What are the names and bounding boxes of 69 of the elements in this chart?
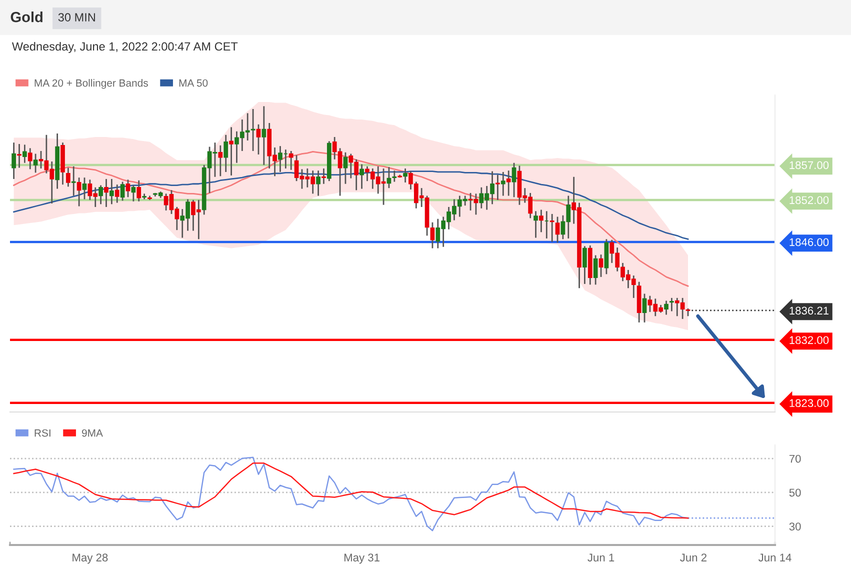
x-tick-label: Jun 14: [758, 554, 792, 562]
y-tick-label: 30: [789, 522, 801, 530]
chart-subtitle: 30 MIN: [58, 13, 95, 22]
x-tick-label: May 31: [344, 554, 380, 564]
candlestick: [82, 176, 87, 200]
line-series: [13, 462, 689, 519]
candlestick: [360, 164, 364, 190]
candlestick: [114, 184, 120, 204]
x-tick-label: Jun 2: [680, 554, 706, 562]
candlestick: [218, 144, 223, 177]
candlestick: [506, 170, 511, 196]
candlestick: [28, 147, 32, 170]
candlestick: [664, 300, 668, 316]
candlestick: [430, 222, 435, 249]
candlestick: [256, 124, 261, 156]
candlestick: [71, 166, 76, 196]
candlestick: [104, 178, 108, 208]
candlestick: [250, 108, 256, 152]
candlestick: [343, 152, 348, 185]
candlestick: [98, 184, 103, 205]
candlestick: [392, 170, 397, 182]
candlestick: [109, 178, 114, 205]
y-tick-label: 50: [789, 488, 801, 497]
candlestick: [500, 171, 506, 196]
candlestick: [593, 254, 598, 286]
candlestick: [403, 168, 408, 184]
candlestick: [229, 126, 234, 176]
candlestick: [386, 166, 392, 189]
candlestick: [76, 176, 82, 207]
candlestick: [512, 162, 516, 198]
line-series: [13, 150, 689, 287]
legend-label: 9MA: [82, 429, 103, 437]
candlestick: [22, 144, 27, 164]
candlestick: [224, 134, 228, 173]
candlestick: [12, 142, 16, 180]
candlestick: [136, 180, 142, 202]
candlestick: [120, 181, 125, 202]
candlestick: [539, 209, 544, 233]
y-tick-label: 1846.00: [790, 238, 829, 246]
candlestick: [582, 245, 587, 285]
candlestick: [534, 210, 538, 238]
candlestick: [33, 153, 38, 174]
y-tick-label: 1852.00: [790, 196, 829, 204]
y-tick-label: 1823.00: [790, 399, 829, 408]
legend-label: RSI: [34, 429, 50, 437]
y-tick-label: 1857.00: [790, 161, 829, 170]
candlestick: [288, 150, 294, 171]
text: Wednesday, June 1, 2022 2:00:47 AM CET: [12, 42, 238, 53]
y-tick-label: 1836.21: [790, 306, 829, 315]
candlestick: [550, 213, 554, 243]
x-tick-label: May 28: [72, 554, 108, 564]
candlestick: [316, 170, 320, 196]
candlestick: [496, 174, 500, 201]
candlestick: [670, 297, 674, 312]
candlestick: [131, 184, 136, 202]
candlestick: [126, 178, 130, 198]
candlestick: [322, 168, 326, 185]
legend-label: MA 50: [179, 79, 208, 87]
candlestick: [66, 167, 70, 188]
y-tick-label: 70: [789, 454, 801, 463]
x-tick-label: Jun 1: [588, 554, 614, 562]
candlestick: [262, 106, 266, 166]
candlestick: [555, 216, 560, 244]
candlestick: [17, 143, 22, 168]
legend-label: MA 20 + Bollinger Bands: [34, 79, 148, 89]
candlestick: [642, 293, 647, 324]
chart-title: Gold: [10, 12, 42, 22]
candlestick: [598, 254, 604, 278]
y-tick-label: 1832.00: [790, 336, 829, 344]
